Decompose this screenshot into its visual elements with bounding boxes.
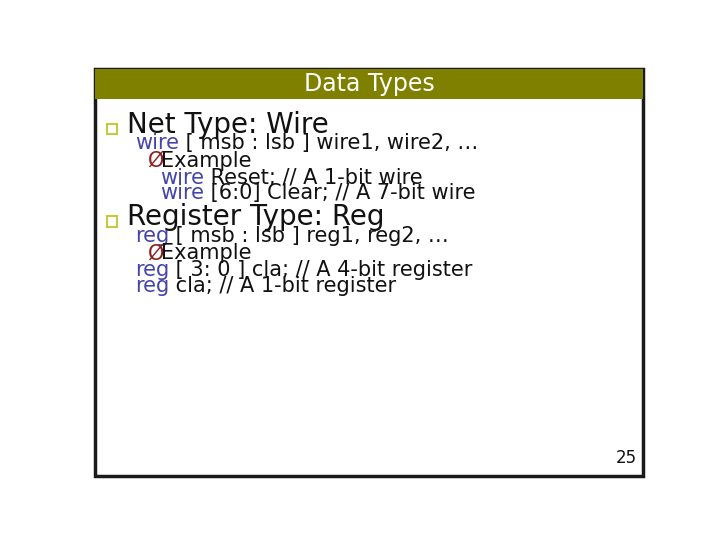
Text: [ msb : lsb ] reg1, reg2, …: [ msb : lsb ] reg1, reg2, …: [169, 226, 449, 246]
Text: Reset; // A 1-bit wire: Reset; // A 1-bit wire: [204, 168, 423, 188]
Text: Data Types: Data Types: [304, 72, 434, 96]
Bar: [107, 217, 117, 226]
Text: [ 3: 0 ] cla; // A 4-bit register: [ 3: 0 ] cla; // A 4-bit register: [169, 260, 472, 280]
Text: reg: reg: [135, 260, 169, 280]
Bar: [107, 124, 117, 134]
Text: reg: reg: [135, 226, 169, 246]
Text: reg: reg: [135, 276, 169, 296]
Text: wire: wire: [160, 184, 204, 204]
Text: [6:0] Clear; // A 7-bit wire: [6:0] Clear; // A 7-bit wire: [204, 184, 475, 204]
Text: cla; // A 1-bit register: cla; // A 1-bit register: [169, 276, 396, 296]
Text: 25: 25: [616, 449, 637, 467]
Text: Example: Example: [161, 151, 251, 171]
Text: wire: wire: [135, 133, 179, 153]
Text: Register Type: Reg: Register Type: Reg: [127, 203, 384, 231]
Text: wire: wire: [160, 168, 204, 188]
Bar: [94, 70, 644, 99]
Text: [ msb : lsb ] wire1, wire2, …: [ msb : lsb ] wire1, wire2, …: [179, 133, 478, 153]
Text: Ø: Ø: [148, 151, 164, 171]
Text: Example: Example: [161, 244, 251, 264]
Text: Net Type: Wire: Net Type: Wire: [127, 111, 329, 139]
Text: Ø: Ø: [148, 244, 164, 264]
